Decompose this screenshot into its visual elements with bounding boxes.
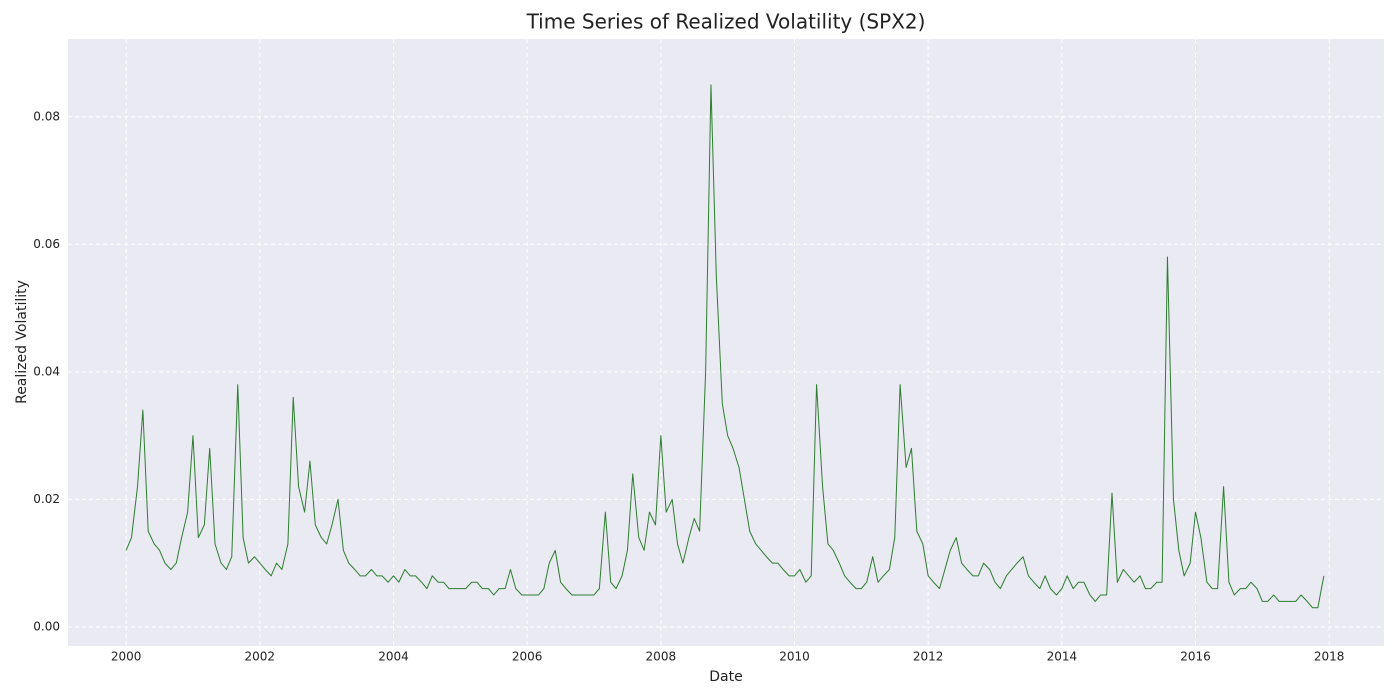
- y-tick-label: 0.00: [33, 619, 60, 633]
- y-tick-label: 0.06: [33, 237, 60, 251]
- x-tick-label: 2018: [1314, 650, 1345, 664]
- x-tick-label: 2012: [913, 650, 944, 664]
- x-tick-label: 2006: [512, 650, 543, 664]
- y-tick-label: 0.02: [33, 492, 60, 506]
- y-tick-label: 0.04: [33, 364, 60, 378]
- x-axis-label: Date: [709, 669, 742, 685]
- plot-area: [68, 39, 1384, 646]
- y-axis-label: Realized Volatility: [14, 280, 30, 404]
- y-tick-label: 0.08: [33, 109, 60, 123]
- series-line: [125, 84, 1325, 609]
- x-tick-label: 2014: [1047, 650, 1078, 664]
- chart-title: Time Series of Realized Volatility (SPX2…: [526, 10, 926, 34]
- x-tick-label: 2002: [245, 650, 276, 664]
- x-tick-label: 2004: [378, 650, 409, 664]
- x-tick-label: 2000: [111, 650, 142, 664]
- x-tick-label: 2010: [779, 650, 810, 664]
- x-tick-label: 2016: [1180, 650, 1211, 664]
- x-tick-label: 2008: [646, 650, 677, 664]
